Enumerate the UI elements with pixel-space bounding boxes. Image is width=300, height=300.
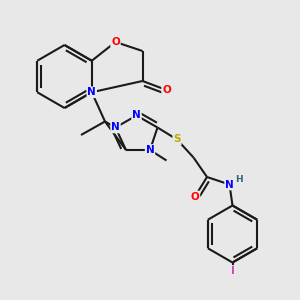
Text: O: O xyxy=(190,191,200,202)
Text: O: O xyxy=(111,37,120,47)
Text: N: N xyxy=(225,179,234,190)
Text: O: O xyxy=(162,85,171,95)
Text: H: H xyxy=(235,175,243,184)
Text: S: S xyxy=(173,134,181,145)
Text: N: N xyxy=(111,122,120,133)
Text: I: I xyxy=(231,266,234,276)
Text: N: N xyxy=(146,145,154,155)
Text: N: N xyxy=(132,110,141,121)
Text: N: N xyxy=(87,87,96,97)
